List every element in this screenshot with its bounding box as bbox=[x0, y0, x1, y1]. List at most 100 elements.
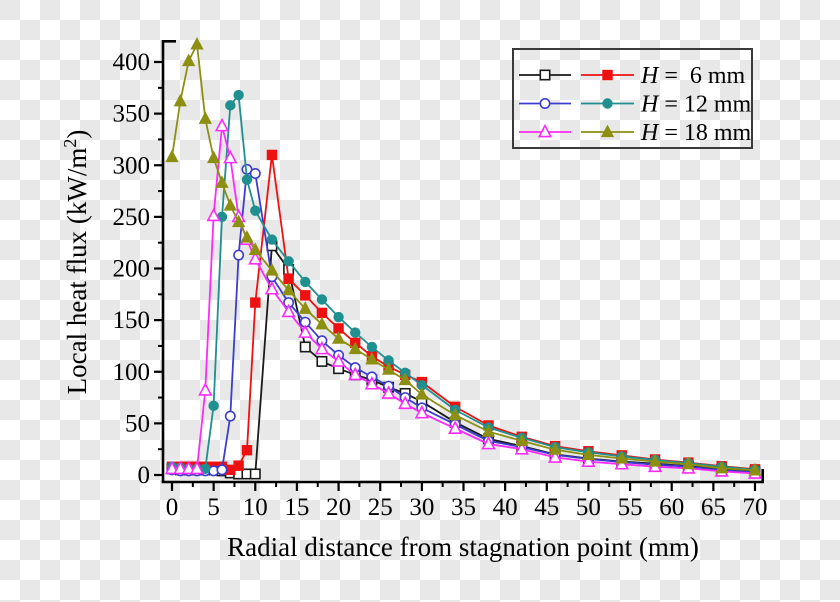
data-marker bbox=[240, 230, 254, 243]
data-marker bbox=[314, 340, 330, 355]
y-tick-label: 0 bbox=[138, 462, 151, 489]
data-marker bbox=[206, 207, 221, 222]
data-marker bbox=[250, 205, 261, 216]
legend-row-h18: H = 18 mm bbox=[519, 120, 752, 146]
legend-marker-filled bbox=[602, 98, 613, 109]
x-tick-label: 35 bbox=[451, 494, 476, 521]
data-marker bbox=[233, 249, 245, 261]
data-marker bbox=[241, 174, 253, 185]
legend-row-h12: H = 12 mm bbox=[519, 92, 752, 118]
legend-row-h6: H = 6 mm bbox=[519, 63, 746, 89]
data-marker bbox=[331, 353, 346, 367]
x-axis-title: Radial distance from stagnation point (m… bbox=[227, 532, 699, 562]
data-marker bbox=[266, 234, 278, 245]
data-marker bbox=[581, 453, 596, 467]
legend-marker-open bbox=[539, 69, 551, 81]
data-marker bbox=[182, 53, 196, 67]
data-marker bbox=[241, 445, 253, 456]
data-marker bbox=[248, 251, 263, 265]
data-marker bbox=[300, 276, 311, 288]
data-marker bbox=[316, 294, 328, 305]
legend-marker-open bbox=[537, 123, 553, 138]
data-marker bbox=[224, 410, 236, 422]
data-marker bbox=[173, 460, 188, 475]
data-marker bbox=[366, 341, 378, 353]
data-marker bbox=[316, 355, 328, 367]
data-marker bbox=[365, 351, 379, 365]
legend-marker-open bbox=[539, 98, 551, 110]
data-marker bbox=[648, 454, 662, 467]
data-marker bbox=[364, 376, 380, 390]
y-tick-label: 250 bbox=[113, 204, 151, 231]
data-marker bbox=[190, 36, 204, 50]
data-marker bbox=[514, 441, 529, 455]
data-marker bbox=[232, 214, 246, 228]
series-5-triangle-filled bbox=[165, 36, 762, 476]
data-marker bbox=[448, 407, 462, 421]
series-4-triangle-open bbox=[164, 117, 763, 479]
data-marker bbox=[331, 331, 346, 344]
data-marker bbox=[298, 301, 312, 314]
x-tick-label: 70 bbox=[743, 494, 768, 521]
data-marker bbox=[481, 424, 496, 437]
legend-marker-filled bbox=[602, 69, 613, 81]
data-marker bbox=[250, 297, 261, 308]
y-tick-label: 350 bbox=[113, 101, 151, 128]
y-tick-label: 100 bbox=[113, 359, 151, 386]
data-marker bbox=[264, 281, 280, 295]
x-tick-label: 40 bbox=[493, 494, 518, 521]
data-marker bbox=[281, 303, 296, 318]
legend-box bbox=[512, 48, 753, 149]
x-tick-label: 10 bbox=[243, 494, 268, 521]
data-marker bbox=[299, 341, 311, 353]
y-tick-label: 400 bbox=[113, 49, 151, 76]
x-tick-label: 50 bbox=[576, 494, 601, 521]
data-marker bbox=[481, 435, 496, 450]
x-tick-label: 25 bbox=[368, 494, 393, 521]
data-marker bbox=[381, 362, 396, 375]
axes: 0 5 10 15 20 25 30 35 40 45 50 55 60 65 70 0 50 100 150 200… bbox=[113, 39, 768, 521]
legend-label-h12: H = 12 mm bbox=[640, 92, 752, 118]
data-marker bbox=[208, 400, 219, 412]
y-tick-label: 50 bbox=[125, 410, 150, 437]
data-marker bbox=[300, 290, 311, 301]
data-marker bbox=[515, 433, 529, 447]
data-marker bbox=[333, 311, 344, 323]
data-marker bbox=[164, 460, 180, 475]
y-tick-label: 300 bbox=[113, 152, 151, 179]
data-marker bbox=[189, 460, 205, 475]
data-marker bbox=[448, 420, 463, 434]
data-marker bbox=[283, 256, 294, 267]
data-marker bbox=[414, 404, 429, 419]
x-tick-label: 30 bbox=[409, 494, 434, 521]
legend-marker-filled bbox=[600, 124, 615, 138]
x-tick-label: 55 bbox=[618, 494, 643, 521]
x-tick-label: 65 bbox=[701, 494, 726, 521]
data-marker bbox=[233, 460, 244, 471]
data-marker bbox=[615, 451, 629, 464]
x-tick-label: 20 bbox=[326, 494, 351, 521]
data-marker bbox=[398, 395, 413, 410]
y-tick-label: 200 bbox=[113, 256, 151, 283]
data-marker bbox=[165, 149, 179, 163]
data-marker bbox=[350, 327, 361, 338]
data-marker bbox=[316, 307, 328, 319]
y-axis-title-superscript: 2 bbox=[60, 139, 80, 148]
data-marker bbox=[214, 117, 230, 132]
series-line bbox=[171, 244, 756, 475]
data-marker bbox=[223, 198, 237, 211]
data-marker bbox=[249, 168, 261, 180]
data-marker bbox=[681, 456, 696, 470]
y-tick-label: 150 bbox=[113, 307, 151, 334]
data-marker bbox=[173, 93, 187, 107]
data-marker bbox=[748, 462, 762, 476]
x-tick-label: 0 bbox=[166, 494, 179, 521]
legend: H = 6 mm H = 12 mm H = 18 mm bbox=[512, 48, 753, 149]
data-marker bbox=[225, 100, 236, 111]
data-marker bbox=[181, 460, 196, 475]
data-marker bbox=[298, 324, 313, 338]
data-marker bbox=[248, 242, 262, 256]
data-marker bbox=[315, 316, 329, 330]
